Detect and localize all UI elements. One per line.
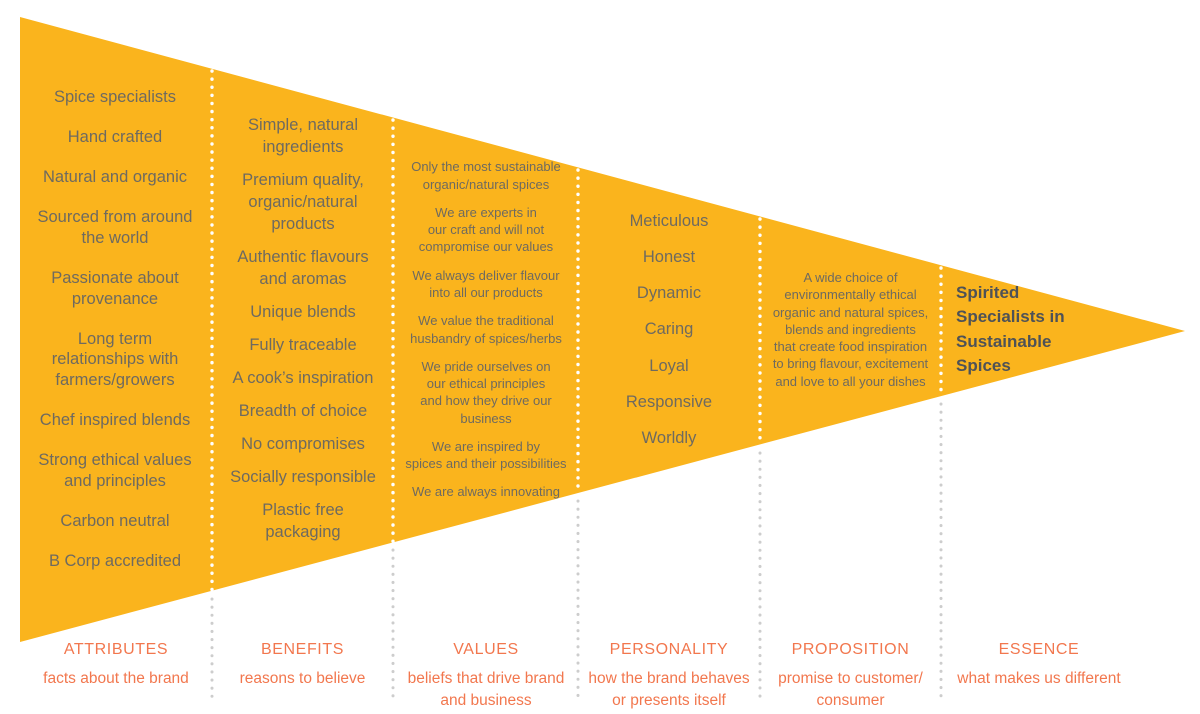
- benefit-item: Breadth of choice: [238, 401, 368, 420]
- attribute-item: Strong ethical values and principles: [38, 451, 192, 491]
- benefit-item: Simple, natural ingredients: [247, 116, 359, 157]
- value-item: We are experts in our craft and will not…: [418, 204, 554, 255]
- label-subtitle: reasons to believe: [239, 670, 366, 687]
- label-title: ATTRIBUTES: [63, 641, 169, 658]
- values-column: Only the most sustainable organic/natura…: [394, 17, 578, 642]
- label-essence: ESSENCE what makes us different: [944, 641, 1134, 690]
- label-benefits: BENEFITS reasons to believe: [210, 641, 395, 690]
- benefits-column: Simple, natural ingredients Premium qual…: [212, 17, 394, 642]
- label-title: BENEFITS: [260, 641, 345, 658]
- proposition-statement: A wide choice of environmentally ethical…: [772, 270, 929, 389]
- label-title: PROPOSITION: [791, 641, 910, 658]
- value-item: We pride ourselves on our ethical princi…: [420, 358, 552, 426]
- attribute-item: Sourced from around the world: [37, 207, 193, 247]
- personality-item: Caring: [644, 320, 694, 339]
- label-title: PERSONALITY: [609, 641, 729, 658]
- attribute-item: Carbon neutral: [60, 512, 170, 531]
- essence-column: Spirited Specialists in Sustainable Spic…: [956, 17, 1096, 642]
- personality-item: Meticulous: [629, 211, 709, 230]
- value-item: We are inspired by spices and their poss…: [405, 438, 567, 472]
- label-personality: PERSONALITY how the brand behaves or pre…: [576, 641, 762, 711]
- personality-item: Honest: [642, 247, 696, 266]
- personality-item: Responsive: [625, 392, 713, 411]
- benefit-item: Unique blends: [250, 303, 356, 322]
- benefit-item: Plastic free packaging: [262, 500, 344, 541]
- label-title: ESSENCE: [998, 641, 1080, 658]
- value-item: We are always innovating: [412, 484, 560, 500]
- benefit-item: Socially responsible: [230, 467, 376, 486]
- label-subtitle: what makes us different: [957, 670, 1121, 687]
- attribute-item: Hand crafted: [67, 127, 163, 146]
- label-values: VALUES beliefs that drive brand and busi…: [392, 641, 580, 711]
- attribute-item: Long term relationships with farmers/gro…: [51, 329, 179, 390]
- benefit-item: A cook’s inspiration: [232, 368, 374, 387]
- attribute-item: B Corp accredited: [48, 552, 182, 571]
- benefit-item: Fully traceable: [249, 335, 357, 354]
- attribute-item: Spice specialists: [54, 87, 176, 106]
- label-title: VALUES: [453, 641, 519, 658]
- value-item: Only the most sustainable organic/natura…: [411, 159, 561, 192]
- attribute-item: Natural and organic: [42, 167, 187, 186]
- attribute-item: Chef inspired blends: [39, 411, 191, 430]
- personality-item: Worldly: [641, 429, 697, 448]
- benefit-item: No compromises: [241, 434, 365, 453]
- label-subtitle: facts about the brand: [43, 670, 189, 687]
- benefit-item: Premium quality, organic/natural product…: [242, 171, 364, 234]
- essence-statement: Spirited Specialists in Sustainable Spic…: [956, 283, 1065, 375]
- proposition-column: A wide choice of environmentally ethical…: [760, 17, 941, 642]
- attribute-item: Passionate about provenance: [51, 268, 179, 308]
- label-attributes: ATTRIBUTES facts about the brand: [22, 641, 210, 690]
- label-proposition: PROPOSITION promise to customer/ consume…: [758, 641, 943, 711]
- benefit-item: Authentic flavours and aromas: [237, 248, 369, 289]
- category-labels: ATTRIBUTES facts about the brand BENEFIT…: [0, 641, 1200, 714]
- label-subtitle: how the brand behaves or presents itself: [588, 670, 750, 709]
- personality-column: Meticulous Honest Dynamic Caring Loyal R…: [578, 17, 760, 642]
- label-subtitle: promise to customer/ consumer: [778, 670, 923, 709]
- personality-item: Loyal: [649, 356, 689, 375]
- value-item: We always deliver flavour into all our p…: [412, 267, 560, 300]
- pyramid-triangle: [20, 17, 1185, 642]
- attributes-column: Spice specialists Hand crafted Natural a…: [22, 17, 208, 642]
- value-item: We value the traditional husbandry of sp…: [410, 313, 562, 346]
- personality-item: Dynamic: [636, 284, 702, 303]
- label-subtitle: beliefs that drive brand and business: [407, 670, 565, 709]
